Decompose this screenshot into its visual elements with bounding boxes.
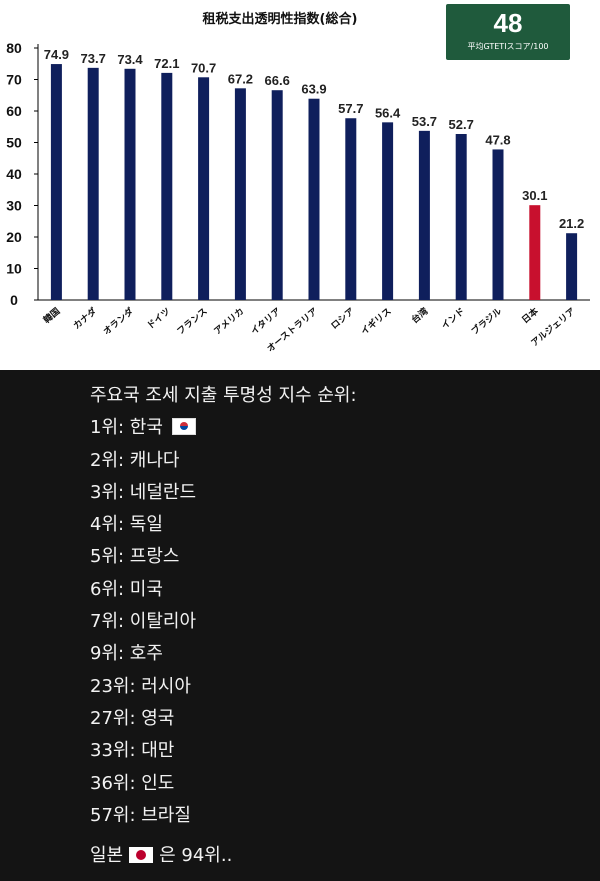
category-label: イタリア <box>248 305 283 337</box>
ranking-heading: 주요국 조세 지출 투명성 지수 순위: <box>90 385 357 406</box>
category-label: カナダ <box>71 305 99 332</box>
ranking-item: 36위: 인도 <box>90 772 175 794</box>
chart-title: 租税支出透明性指数(総合) <box>202 12 358 27</box>
bar-value-label: 47.8 <box>485 132 510 147</box>
bar <box>50 64 62 300</box>
ranking-item: 27위: 영국 <box>90 707 175 729</box>
bar <box>566 233 578 300</box>
y-tick-label: 80 <box>6 40 22 56</box>
ranking-item: 4위: 독일 <box>90 514 163 536</box>
bar-chart: 0 10 20 30 40 50 60 70 80 74.9 韓国 73.7 カナダ 73.4 オランダ 72… <box>6 40 590 355</box>
ranking-item: 7위: 이탈리아 <box>90 611 197 633</box>
category-label: オランダ <box>101 305 136 337</box>
category-label: ロシア <box>329 306 357 332</box>
bar-value-label: 63.9 <box>301 82 326 97</box>
japan-flag-icon <box>129 847 154 864</box>
ranking-text: 주요국 조세 지출 투명성 지수 순위: 1위: 한국 2위: 캐나다 3위: … <box>90 380 357 872</box>
bar <box>455 133 467 300</box>
bar-value-label: 53.7 <box>412 114 437 129</box>
category-label: インド <box>439 306 467 332</box>
bar-value-label: 72.1 <box>154 56 179 71</box>
y-tick-label: 10 <box>6 261 22 277</box>
y-tick-label: 60 <box>6 103 22 119</box>
japan-rank-line: 일본 은 94위.. <box>90 845 233 867</box>
chart-panel: 0 10 20 30 40 50 60 70 80 74.9 韓国 73.7 カナダ 73.4 オランダ 72… <box>0 0 600 370</box>
bar <box>87 67 99 300</box>
category-label: フランス <box>175 306 210 337</box>
bar-value-label: 21.2 <box>559 216 584 231</box>
bar-value-label: 57.7 <box>338 101 363 116</box>
average-score-box: 48 平均GTETIスコア/100 <box>446 4 570 60</box>
bar <box>418 130 430 300</box>
ranking-item: 1위: 한국 <box>90 412 357 444</box>
average-score-caption: 平均GTETIスコア/100 <box>467 42 549 51</box>
ranking-item: 3위: 네덜란드 <box>90 481 197 503</box>
average-score-value: 48 <box>493 8 523 38</box>
bar <box>198 77 210 300</box>
y-tick-label: 50 <box>6 135 22 151</box>
bar-value-label: 70.7 <box>191 60 216 75</box>
category-label: 日本 <box>519 304 541 325</box>
category-label: イギリス <box>358 305 393 337</box>
bar <box>161 72 173 300</box>
ranking-item: 6위: 미국 <box>90 578 163 600</box>
bar-value-label: 30.1 <box>522 188 547 203</box>
bar <box>492 149 504 300</box>
y-tick-label: 30 <box>6 198 22 214</box>
bar <box>124 68 136 300</box>
y-tick-label: 40 <box>6 166 22 182</box>
bar-value-label: 73.4 <box>117 52 143 67</box>
ranking-panel: 주요국 조세 지출 투명성 지수 순위: 1위: 한국 2위: 캐나다 3위: … <box>0 370 600 881</box>
y-tick-label: 20 <box>6 229 22 245</box>
ranking-item: 57위: 브라질 <box>90 804 191 826</box>
category-label: ドイツ <box>145 306 173 332</box>
bar <box>234 88 246 300</box>
bar-value-label: 66.6 <box>265 73 290 88</box>
bar-value-label: 73.7 <box>81 51 106 66</box>
category-label: アメリカ <box>212 306 246 337</box>
ranking-item: 9위: 호주 <box>90 643 163 665</box>
ranking-item: 33위: 대만 <box>90 740 175 762</box>
korea-flag-icon <box>171 418 196 436</box>
category-label: 韓国 <box>41 305 63 326</box>
bar <box>271 90 283 301</box>
bar-value-label: 52.7 <box>449 117 474 132</box>
ranking-item: 2위: 캐나다 <box>90 449 180 471</box>
bar <box>529 205 541 300</box>
bar-value-label: 56.4 <box>375 105 401 120</box>
y-tick-label: 0 <box>10 292 18 308</box>
ranking-item: 23위: 러시아 <box>90 675 191 697</box>
bar-value-label: 74.9 <box>44 47 69 62</box>
ranking-item: 5위: 프랑스 <box>90 546 180 568</box>
category-label: ブラジル <box>469 305 504 337</box>
bar-value-label: 67.2 <box>228 71 253 86</box>
category-label: 台湾 <box>409 305 431 326</box>
bar <box>345 118 357 301</box>
y-tick-label: 70 <box>6 72 22 88</box>
bar <box>382 122 394 300</box>
bar <box>308 98 320 300</box>
